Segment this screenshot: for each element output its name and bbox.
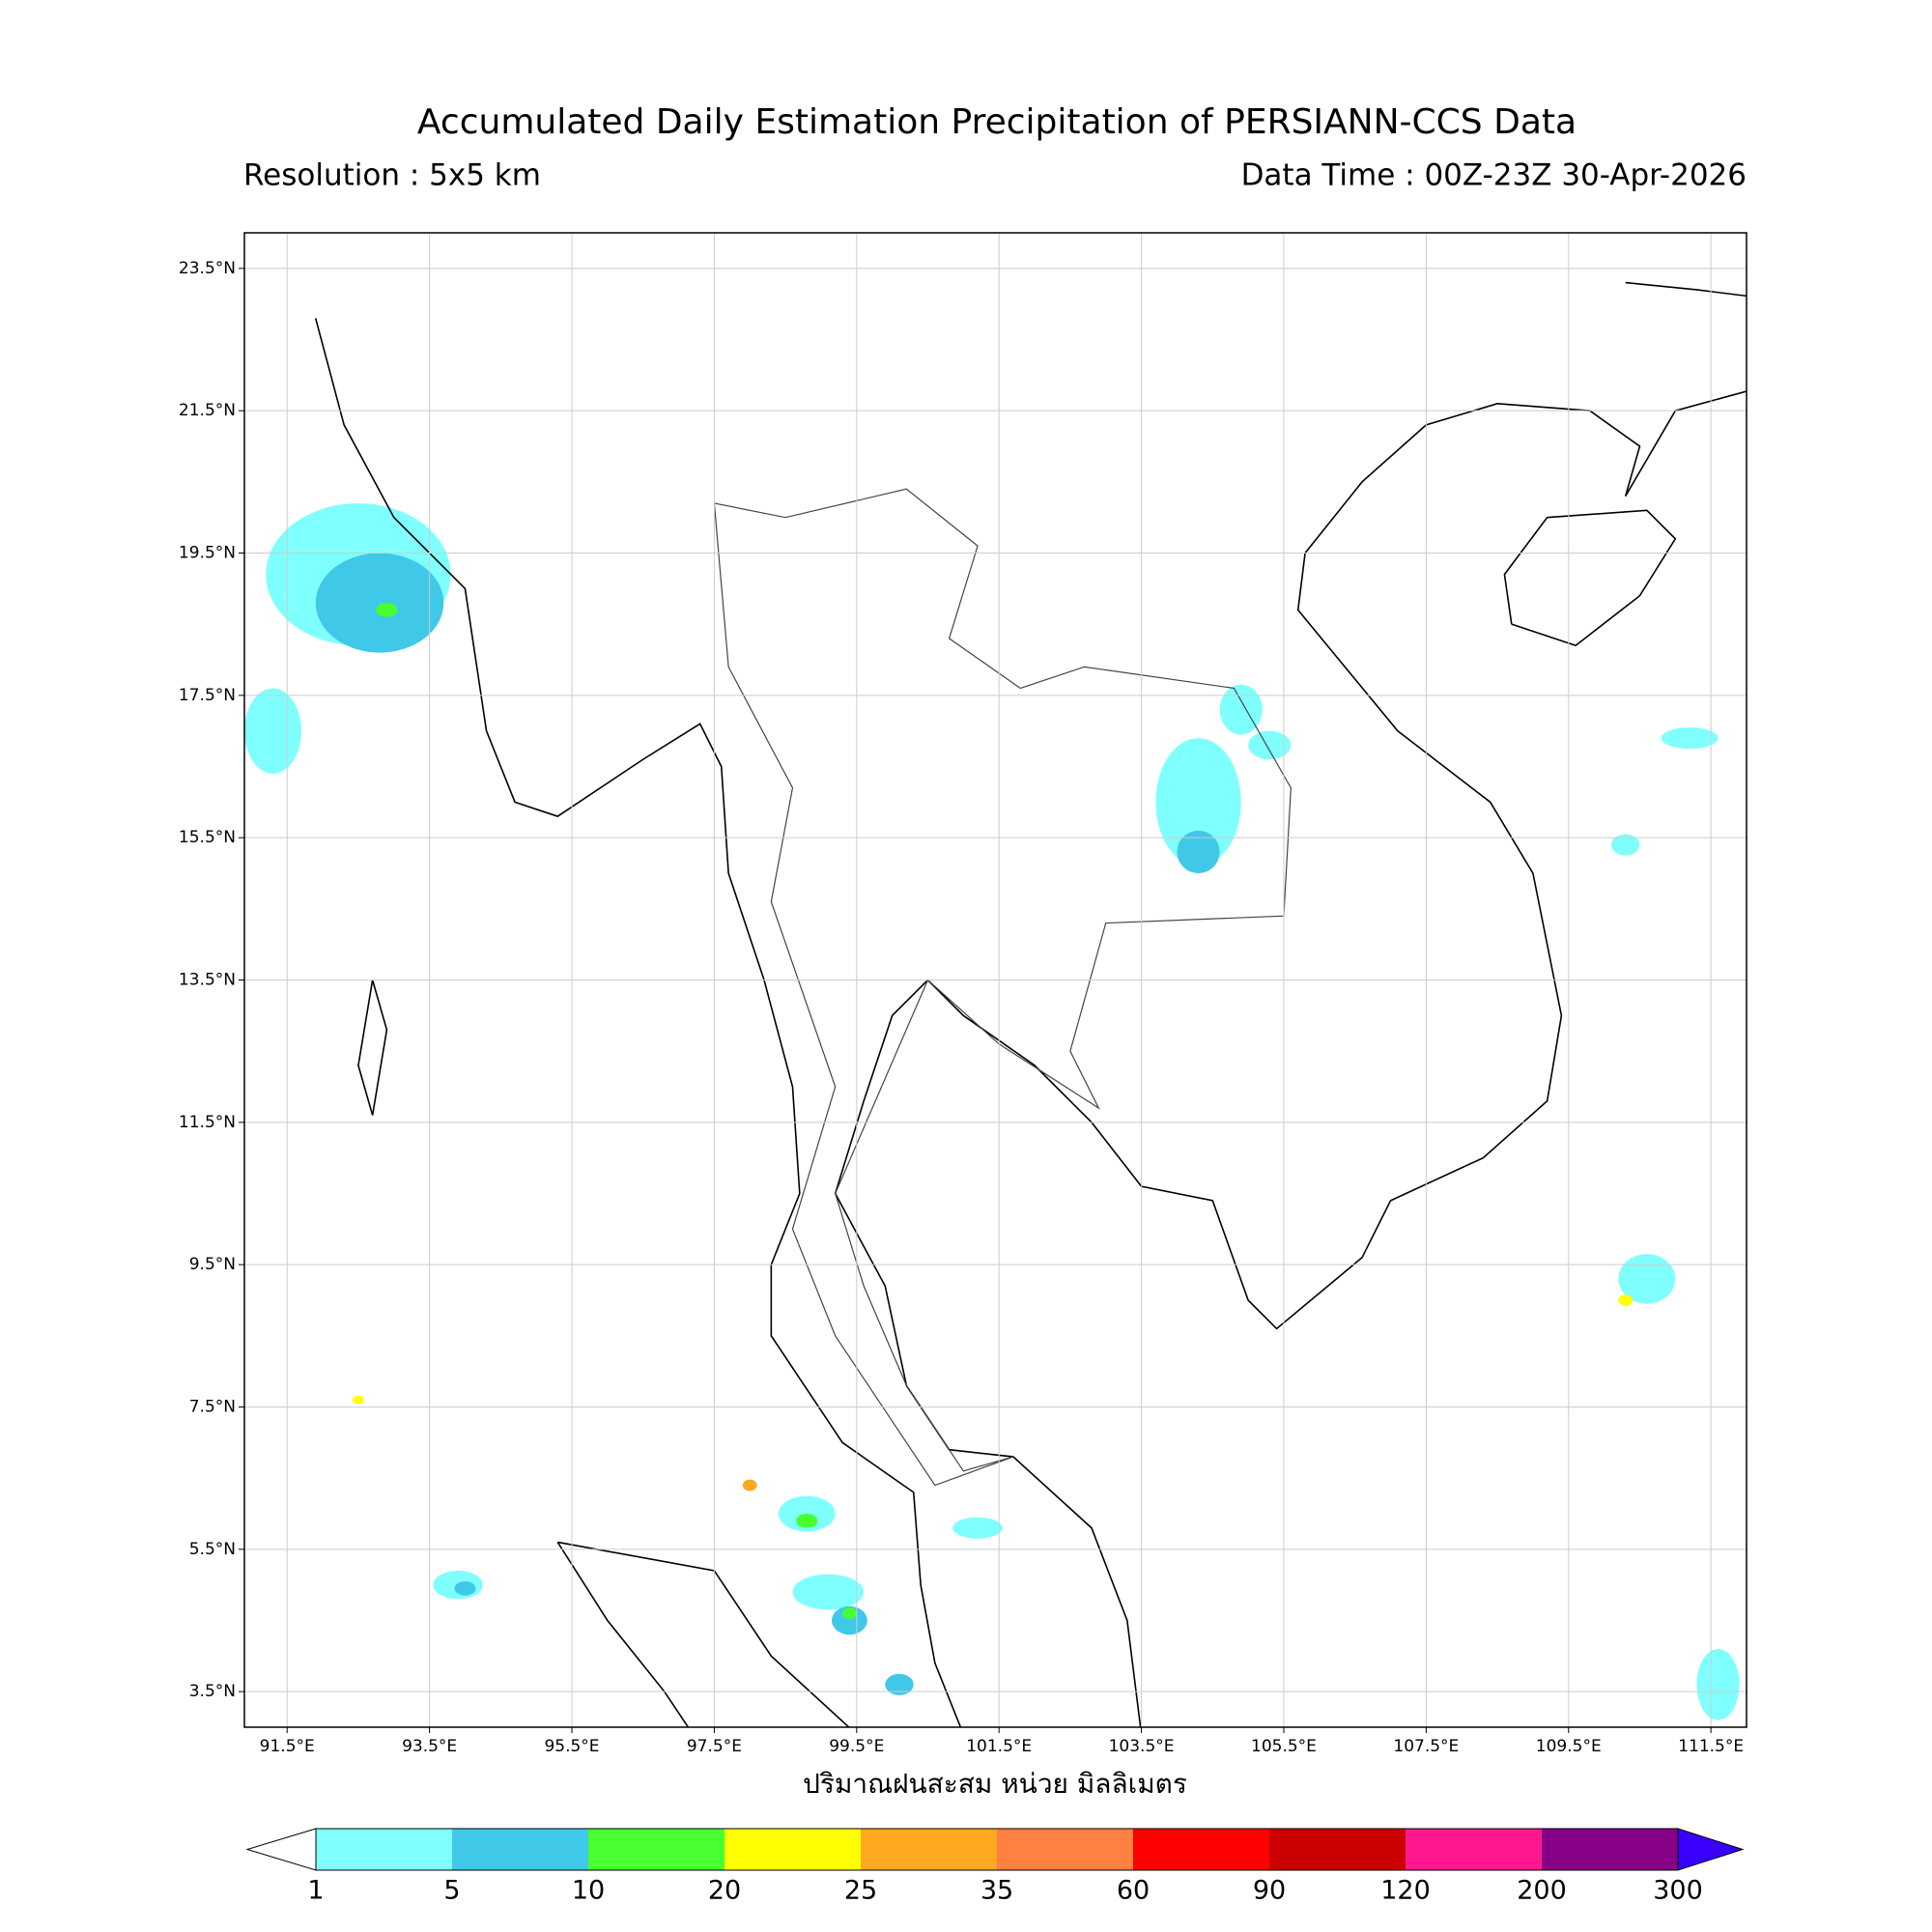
thailand-border [713,488,1292,1487]
x-tick-label: 111.5°E [1678,1737,1744,1756]
colorbar-segment [452,1829,588,1870]
rain-area [1696,1649,1740,1720]
rain-area [796,1514,818,1528]
y-tick-label: 21.5°N [179,401,236,420]
colorbar-frame [315,1828,1679,1871]
colorbar-over [1677,1828,1745,1871]
rain-area [1248,730,1292,760]
colorbar-segment [997,1829,1133,1870]
rain-area [832,1605,867,1635]
coastline [556,1542,690,1727]
colorbar-under [245,1828,317,1871]
colorbar-segment [316,1829,452,1870]
rain-area [1618,1294,1634,1306]
rain-area [376,603,398,617]
colorbar-label: 1 [307,1876,324,1906]
colorbar-label: 60 [1117,1876,1150,1906]
rain-area [778,1495,836,1532]
resolution: Resolution : 5x5 km [243,158,541,193]
x-tick-label: 105.5°E [1251,1737,1317,1756]
x-tick-label: 109.5°E [1536,1737,1602,1756]
colorbar-label: 35 [980,1876,1013,1906]
rain-area [1155,738,1241,867]
rain-area [1219,684,1263,735]
y-tick-label: 15.5°N [179,828,236,847]
rain-area [885,1673,914,1695]
title: Accumulated Daily Estimation Precipitati… [417,102,1577,142]
data-time: Data Time : 00Z-23Z 30-Apr-2026 [1241,158,1747,193]
rain-area [353,1395,364,1405]
colorbar-segment [588,1829,724,1870]
x-tick-label: 95.5°E [544,1737,599,1756]
x-axis-label: ปริมาณฝนสะสม หน่วย มิลลิเมตร [803,1768,1187,1800]
x-tick-label: 99.5°E [829,1737,884,1756]
rain-area [315,553,444,653]
rain-area [792,1574,865,1610]
colorbar-segment [1406,1829,1542,1870]
y-tick-label: 23.5°N [179,259,236,278]
rain-area [952,1517,1003,1539]
colorbar-segment [861,1829,997,1870]
map-frame [243,232,1747,1728]
rain-area [1610,834,1640,856]
colorbar-label: 120 [1380,1876,1431,1906]
rain-area [1661,726,1719,750]
coastline [1503,509,1677,647]
colorbar-label: 200 [1517,1876,1567,1906]
coastline [314,318,962,1727]
colorbar-segment [724,1829,861,1870]
colorbar-label: 5 [443,1876,460,1906]
y-tick-label: 9.5°N [189,1255,236,1274]
x-tick-label: 103.5°E [1109,1737,1175,1756]
y-tick-label: 19.5°N [179,544,236,563]
colorbar-label: 10 [572,1876,605,1906]
x-tick-label: 107.5°E [1393,1737,1459,1756]
colorbar-segment [1269,1829,1406,1870]
y-tick-label: 7.5°N [189,1398,236,1417]
x-tick-label: 101.5°E [966,1737,1032,1756]
colorbar-segment [1542,1829,1678,1870]
map-layer [244,233,1747,1727]
coastline [1625,281,1747,298]
coastline [357,980,388,1116]
map-area: 91.5°E 93.5°E 95.5°E 97.5°E 99.5°E 101.5°E 103… [179,232,1747,1756]
rain-area [454,1580,476,1596]
y-tick-label: 5.5°N [189,1540,236,1559]
colorbar-label: 25 [844,1876,877,1906]
y-tick-label: 3.5°N [189,1682,236,1701]
coastline [834,390,1747,1727]
rain-area [1618,1254,1676,1304]
y-tick-label: 11.5°N [179,1113,236,1132]
colorbar-segment [1133,1829,1269,1870]
rain-area [1177,830,1220,873]
y-tick-label: 13.5°N [179,971,236,990]
x-tick-label: 93.5°E [402,1737,457,1756]
rain-area [244,688,301,774]
rain-area [742,1479,757,1492]
colorbar-label: 20 [708,1876,741,1906]
y-tick-label: 17.5°N [179,686,236,705]
coastline [557,1541,850,1727]
x-tick-label: 97.5°E [687,1737,742,1756]
colorbar: 1 5 10 20 25 35 60 90 120 200 300 [245,1828,1745,1906]
x-tick-label: 91.5°E [260,1737,315,1756]
colorbar-label: 300 [1653,1876,1703,1906]
colorbar-label: 90 [1253,1876,1286,1906]
rain-area [842,1607,857,1620]
